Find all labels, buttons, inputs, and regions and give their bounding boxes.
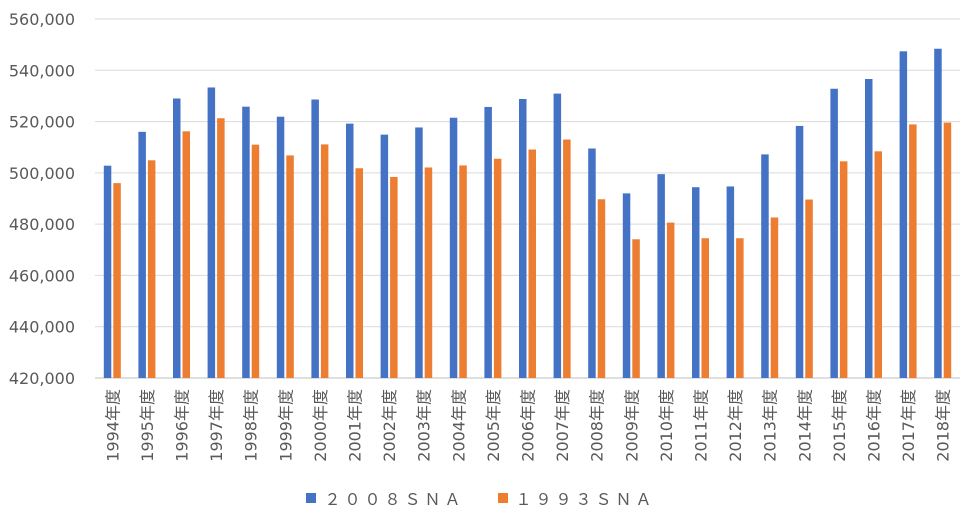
x-tick-label: 2016年度 — [865, 389, 884, 462]
y-tick-label: 440,000 — [9, 318, 75, 337]
bar-series-2 — [355, 168, 363, 378]
legend-swatch-series-1 — [306, 493, 317, 503]
bar-series-1 — [242, 106, 250, 378]
bar-series-1 — [588, 148, 596, 378]
legend-swatch-series-2 — [497, 493, 508, 503]
bar-series-2 — [597, 199, 606, 378]
bar-series-2 — [493, 158, 502, 378]
bar-series-2 — [528, 149, 536, 378]
bar-series-1 — [207, 87, 216, 378]
bar-series-1 — [622, 193, 631, 378]
bar-series-2 — [459, 165, 467, 378]
bar-series-2 — [805, 199, 813, 378]
legend: ２００８ＳＮＡ １９９３ＳＮＡ — [0, 486, 962, 510]
legend-item-series-1: ２００８ＳＮＡ — [306, 486, 464, 510]
bar-series-1 — [484, 106, 492, 378]
bar-series-1 — [692, 187, 700, 378]
x-tick-label: 2005年度 — [484, 389, 503, 462]
bar-series-1 — [657, 174, 665, 378]
x-tick-label: 2018年度 — [934, 389, 953, 462]
bar-series-1 — [865, 79, 873, 379]
y-tick-label: 460,000 — [9, 266, 75, 285]
bar-series-1 — [311, 99, 319, 379]
bar-series-1 — [795, 125, 804, 378]
x-tick-label: 2004年度 — [449, 389, 468, 462]
bar-series-1 — [899, 51, 908, 379]
y-tick-label: 420,000 — [9, 369, 75, 388]
bar-series-1 — [380, 134, 389, 378]
bar-series-2 — [943, 122, 952, 379]
bar-series-2 — [320, 144, 329, 378]
bar-series-2 — [251, 144, 260, 378]
bar-series-1 — [138, 131, 146, 378]
bar-series-2 — [286, 155, 294, 378]
bar-series-1 — [761, 154, 769, 378]
x-tick-label: 1995年度 — [138, 389, 157, 462]
bar-series-1 — [726, 186, 735, 378]
x-tick-label: 2014年度 — [795, 389, 814, 462]
bar-series-2 — [701, 238, 709, 378]
bar-series-1 — [276, 116, 285, 379]
bar-series-1 — [934, 48, 942, 378]
x-tick-label: 1994年度 — [103, 389, 122, 462]
bar-series-2 — [909, 124, 917, 378]
bar-series-2 — [632, 239, 640, 378]
bar-series-1 — [553, 93, 562, 378]
x-tick-label: 2010年度 — [657, 389, 676, 462]
x-tick-label: 1996年度 — [173, 389, 192, 462]
bar-series-1 — [519, 99, 527, 379]
y-axis-tick-labels: 420,000 440,000 460,000 480,000 500,000 520,0… — [9, 10, 75, 388]
bar-series-2 — [182, 131, 190, 378]
x-tick-label: 2013年度 — [761, 389, 780, 462]
bar-series-2 — [839, 161, 848, 378]
legend-label-series-1: ２００８ＳＮＡ — [324, 490, 465, 509]
x-tick-label: 2001年度 — [346, 389, 365, 462]
y-tick-label: 500,000 — [9, 164, 75, 183]
bar-series-2 — [217, 118, 225, 378]
x-tick-label: 1999年度 — [276, 389, 295, 462]
bar-series-2 — [390, 176, 398, 378]
y-tick-label: 520,000 — [9, 113, 75, 132]
x-axis-tick-labels: 1994年度 1995年度 1996年度 1997年度 1998年度 1999年度 2000… — [103, 389, 952, 462]
x-tick-label: 2003年度 — [415, 389, 434, 462]
x-tick-label: 2008年度 — [588, 389, 607, 462]
y-tick-label: 560,000 — [9, 10, 75, 29]
x-tick-label: 2000年度 — [311, 389, 330, 462]
gridlines — [95, 18, 960, 379]
bar-series-1 — [830, 88, 838, 379]
bar-series-1 — [346, 123, 354, 378]
x-tick-label: 2009年度 — [622, 389, 641, 462]
x-tick-label: 1997年度 — [207, 389, 226, 462]
bars — [103, 48, 952, 379]
legend-item-series-2: １９９３ＳＮＡ — [497, 486, 656, 510]
bar-series-2 — [874, 151, 882, 378]
x-tick-label: 2017年度 — [899, 389, 918, 462]
x-tick-label: 1998年度 — [242, 389, 261, 462]
x-tick-label: 2002年度 — [380, 389, 399, 462]
bar-chart: 420,000 440,000 460,000 480,000 500,000 520,0… — [9, 10, 960, 462]
bar-series-1 — [415, 127, 423, 378]
x-tick-label: 2006年度 — [519, 389, 538, 462]
x-tick-label: 2015年度 — [830, 389, 849, 462]
x-tick-label: 2011年度 — [692, 389, 711, 462]
bar-series-2 — [666, 222, 675, 378]
bar-series-2 — [147, 160, 156, 378]
bar-series-1 — [173, 98, 181, 378]
x-tick-label: 2012年度 — [726, 389, 745, 462]
bar-series-2 — [113, 183, 121, 378]
bar-series-1 — [449, 117, 458, 378]
bar-series-1 — [103, 165, 112, 378]
legend-label-series-2: １９９３ＳＮＡ — [515, 490, 656, 509]
x-tick-label: 2007年度 — [553, 389, 572, 462]
bar-series-2 — [770, 217, 779, 378]
bar-series-2 — [424, 167, 433, 378]
y-tick-label: 480,000 — [9, 215, 75, 234]
bar-series-2 — [563, 139, 571, 378]
bar-series-2 — [736, 238, 744, 378]
y-tick-label: 540,000 — [9, 61, 75, 80]
